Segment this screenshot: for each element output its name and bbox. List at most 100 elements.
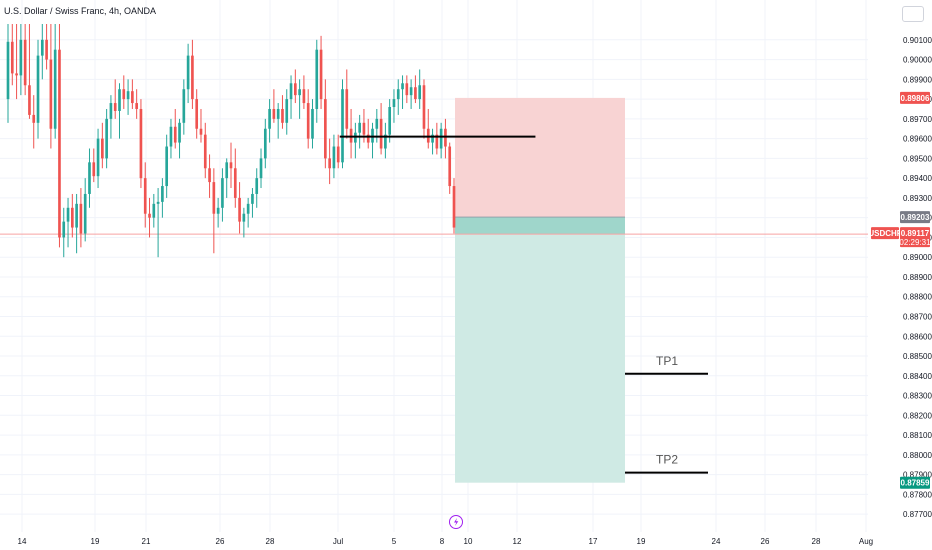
current-price-text: 0.89117 (901, 229, 930, 238)
candle-body (161, 186, 164, 202)
current-price-bg (900, 227, 930, 248)
candle-body (139, 108, 143, 179)
price-badge-bg (900, 211, 930, 224)
candle-body (328, 158, 331, 169)
candle (268, 99, 271, 143)
candle-body (126, 91, 130, 100)
candle-body (122, 89, 126, 100)
candle-body (238, 197, 241, 222)
position-zones (455, 97, 625, 483)
candle (396, 79, 400, 115)
candle (409, 79, 413, 109)
candle-body (36, 55, 40, 123)
candle-body (233, 168, 237, 198)
candle (19, 24, 23, 96)
candle-body (101, 138, 104, 159)
candles (6, 24, 456, 258)
tp-label: TP2 (656, 453, 678, 467)
candle (161, 178, 164, 218)
candle (341, 79, 344, 169)
candle (444, 118, 447, 159)
candle (354, 122, 357, 159)
drawings[interactable]: TP1 TP2 (339, 135, 708, 474)
candle-body (15, 73, 18, 76)
candle (276, 103, 280, 139)
candle-body (409, 87, 413, 96)
x-tick-label: 28 (266, 537, 275, 546)
candle (229, 142, 233, 189)
candle-body (225, 162, 229, 179)
candle (263, 118, 267, 169)
candle-body (439, 128, 443, 149)
candle-body (53, 49, 57, 129)
candle (195, 89, 199, 139)
candle (40, 24, 44, 80)
candle-body (173, 126, 177, 143)
candle-body (366, 134, 370, 143)
candle (105, 108, 108, 169)
candle (414, 75, 417, 104)
x-tick-label: 19 (637, 537, 646, 546)
chart-settings-button[interactable] (902, 6, 924, 22)
y-tick-label: 0.87900 (903, 471, 932, 480)
candle (53, 24, 57, 139)
candle (345, 69, 349, 139)
candle-body (109, 103, 113, 119)
candle-body (418, 85, 422, 100)
candle (70, 193, 74, 238)
candle (152, 193, 156, 228)
candle-body (186, 55, 190, 90)
x-tick-label: 17 (589, 537, 598, 546)
candle (311, 99, 314, 149)
y-tick-label: 0.88300 (903, 392, 932, 401)
candle (212, 168, 216, 254)
candle (6, 24, 10, 123)
candle (336, 134, 340, 169)
y-tick-label: 0.88800 (903, 293, 932, 302)
candle-body (178, 122, 181, 143)
y-tick-label: 0.89700 (903, 115, 932, 124)
candle-body (203, 134, 207, 169)
candle-body (32, 114, 36, 123)
candle-body (246, 203, 250, 214)
candle-body (414, 87, 417, 100)
candle (28, 24, 31, 119)
lightning-icon[interactable] (449, 515, 463, 529)
candle (191, 39, 194, 109)
y-tick-label: 0.89300 (903, 194, 932, 203)
candle (289, 75, 293, 119)
y-tick-label: 0.89600 (903, 135, 932, 144)
x-tick-label: Jul (333, 537, 343, 546)
candle (199, 108, 203, 143)
candle (49, 24, 53, 149)
x-tick-label: 8 (440, 537, 445, 546)
candle-body (229, 162, 233, 169)
candle (405, 75, 409, 104)
candle (392, 89, 396, 123)
candle-body (156, 201, 160, 204)
symbol-badge-bg (871, 227, 899, 240)
candle-body (10, 41, 14, 74)
candle (75, 193, 78, 254)
candle (118, 83, 121, 139)
candle (173, 108, 177, 149)
candle (238, 182, 241, 234)
candle-body (6, 41, 10, 100)
candle (332, 134, 336, 179)
x-tick-label: 14 (18, 537, 27, 546)
candle (401, 75, 404, 109)
candle (255, 168, 259, 208)
candle (233, 148, 237, 208)
candle (371, 122, 374, 159)
candle (324, 79, 327, 169)
candle-body (62, 221, 66, 238)
candle-body (135, 103, 138, 109)
candle (242, 207, 246, 238)
candle (384, 122, 387, 159)
candle (15, 24, 18, 100)
y-tick-label: 0.88000 (903, 451, 932, 460)
candle-body (362, 122, 366, 135)
candle-body (96, 138, 100, 177)
candle-body (118, 89, 121, 111)
